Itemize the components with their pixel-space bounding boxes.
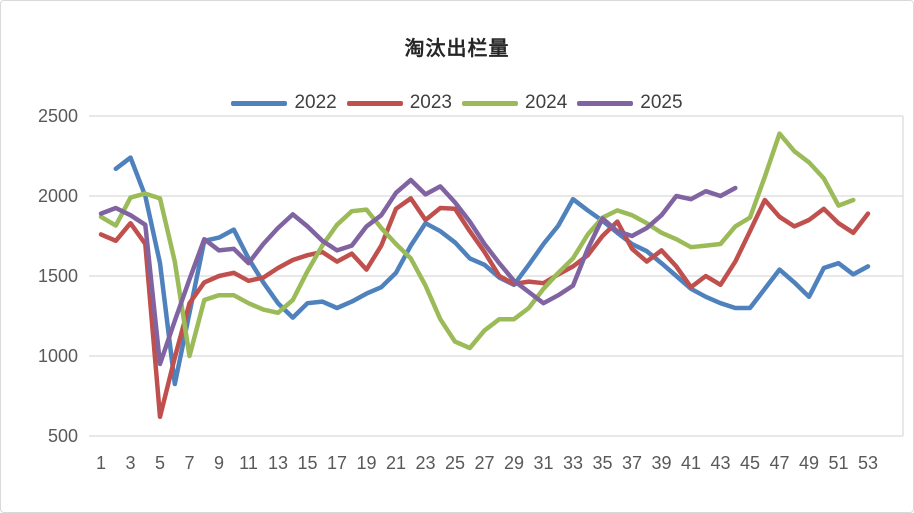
legend-item-2024: 2024 <box>462 92 567 114</box>
x-tick-label-49: 49 <box>799 453 819 473</box>
x-tick-label-33: 33 <box>563 453 583 473</box>
x-tick-label-29: 29 <box>504 453 524 473</box>
x-tick-label-31: 31 <box>533 453 553 473</box>
legend-swatch-2022 <box>231 100 288 106</box>
x-tick-label-51: 51 <box>828 453 848 473</box>
x-tick-label-5: 5 <box>155 453 165 473</box>
legend-item-2022: 2022 <box>231 92 337 114</box>
x-tick-label-27: 27 <box>474 453 494 473</box>
legend-item-2023: 2023 <box>346 92 452 114</box>
x-tick-label-43: 43 <box>710 453 730 473</box>
legend-label-2025: 2025 <box>640 92 683 113</box>
x-tick-label-35: 35 <box>592 453 612 473</box>
x-tick-label-25: 25 <box>445 453 465 473</box>
x-tick-label-1: 1 <box>96 453 106 473</box>
legend-label-2023: 2023 <box>409 92 452 113</box>
x-tick-label-3: 3 <box>125 453 135 473</box>
y-tick-label-2500: 2500 <box>38 106 78 126</box>
x-tick-label-19: 19 <box>356 453 376 473</box>
x-tick-label-53: 53 <box>858 453 878 473</box>
x-tick-label-21: 21 <box>386 453 406 473</box>
y-tick-label-2000: 2000 <box>38 186 78 206</box>
x-tick-label-15: 15 <box>297 453 317 473</box>
x-tick-label-11: 11 <box>239 453 258 473</box>
series-line-2024 <box>98 131 856 359</box>
legend-swatch-2024 <box>462 100 518 106</box>
series-line-2022 <box>113 155 871 387</box>
legend: 2022 2023 2024 2025 <box>1 92 913 114</box>
x-tick-label-13: 13 <box>268 453 288 473</box>
x-tick-label-41: 41 <box>681 453 701 473</box>
x-tick-label-9: 9 <box>214 453 224 473</box>
y-tick-label-1000: 1000 <box>38 346 78 366</box>
y-tick-label-500: 500 <box>48 426 78 446</box>
legend-item-2025: 2025 <box>577 92 683 114</box>
legend-label-2022: 2022 <box>294 92 337 113</box>
legend-swatch-2025 <box>577 100 634 106</box>
x-tick-label-47: 47 <box>769 453 789 473</box>
series-line-2023 <box>98 196 871 420</box>
chart-title: 淘汰出栏量 <box>404 38 510 60</box>
x-tick-label-7: 7 <box>184 453 194 473</box>
series-line-2025 <box>98 177 738 367</box>
legend-label-2024: 2024 <box>525 92 568 113</box>
x-tick-label-17: 17 <box>327 453 347 473</box>
x-tick-label-39: 39 <box>651 453 671 473</box>
legend-swatch-2023 <box>346 100 403 106</box>
x-tick-label-45: 45 <box>740 453 760 473</box>
y-tick-label-1500: 1500 <box>38 266 78 286</box>
x-tick-label-37: 37 <box>622 453 642 473</box>
x-tick-label-23: 23 <box>415 453 435 473</box>
